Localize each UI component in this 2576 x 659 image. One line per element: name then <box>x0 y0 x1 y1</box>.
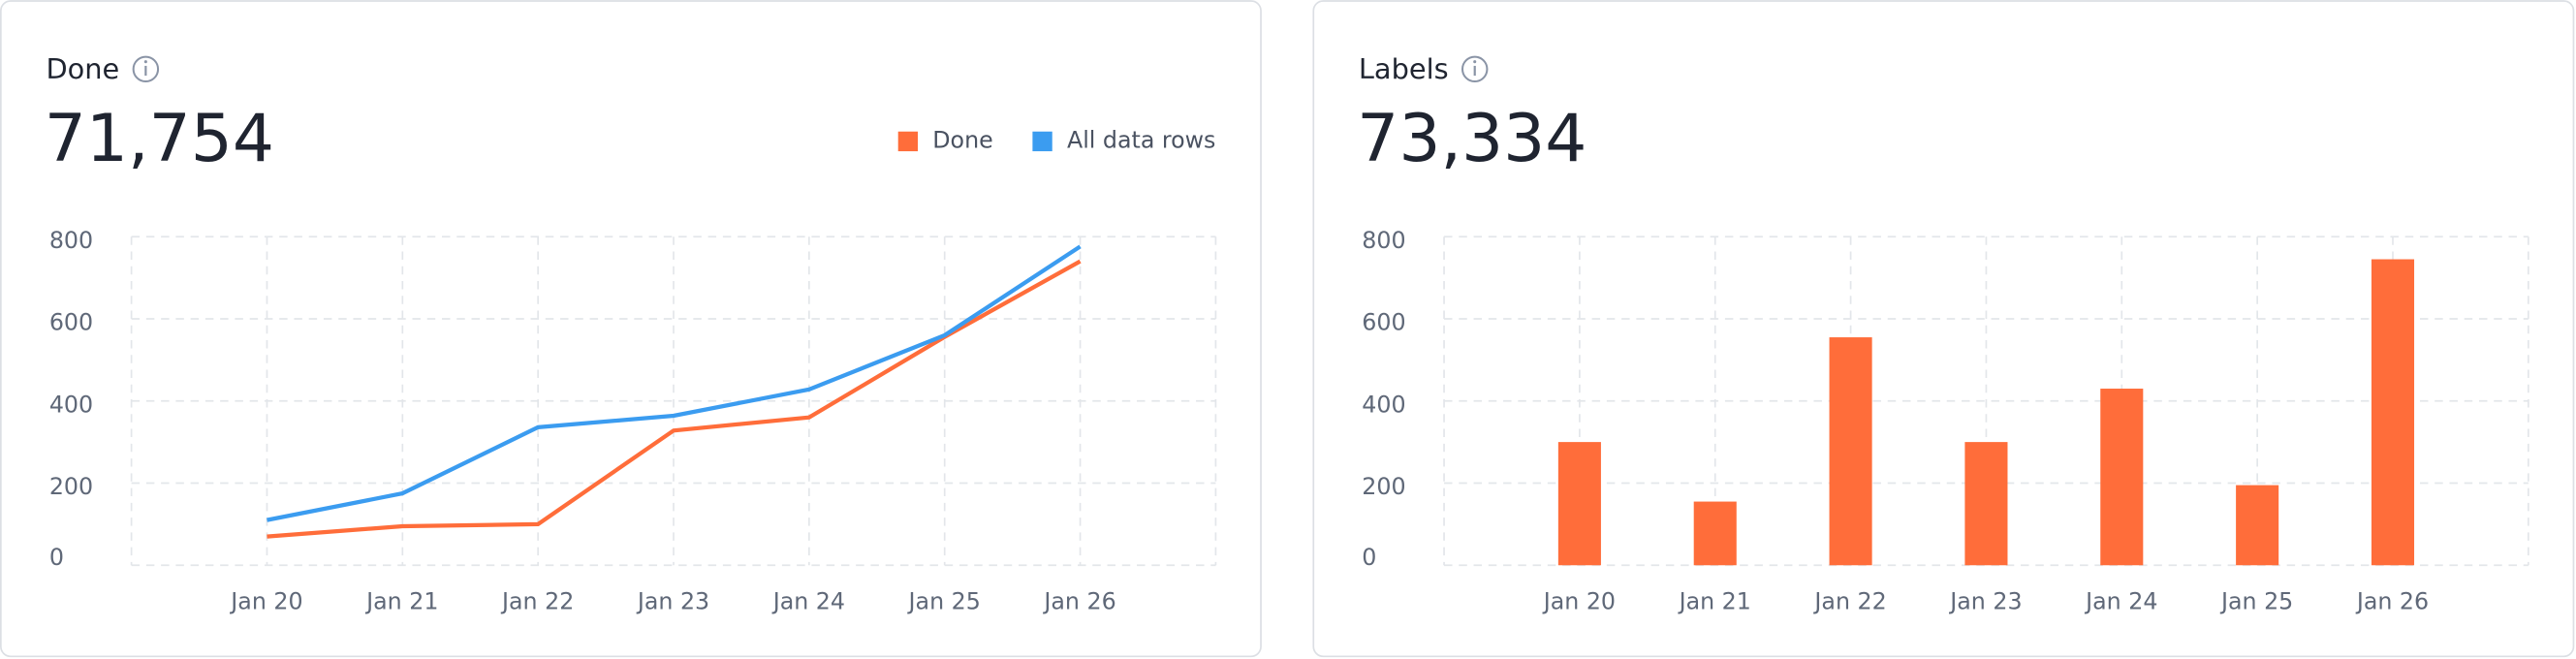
y-tick-label: 0 <box>49 544 64 571</box>
total-value: 73,334 <box>1357 100 1586 176</box>
legend-swatch <box>1032 131 1052 152</box>
x-tick-label: Jan 25 <box>2219 588 2293 615</box>
x-tick-label: Jan 23 <box>1948 588 2022 615</box>
card-title: Done <box>46 52 119 85</box>
x-tick-label: Jan 21 <box>364 588 438 615</box>
x-tick-label: Jan 22 <box>1812 588 1886 615</box>
x-tick-label: Jan 25 <box>907 588 981 615</box>
bar <box>1964 442 2008 566</box>
series-line <box>267 244 1082 522</box>
x-tick-label: Jan 21 <box>1678 588 1751 615</box>
x-tick-label: Jan 23 <box>636 588 709 615</box>
bar <box>1829 337 1872 566</box>
info-icon-dot <box>143 60 147 64</box>
x-tick-label: Jan 26 <box>1042 588 1115 615</box>
legend-label: Done <box>932 126 992 153</box>
y-tick-label: 800 <box>1362 227 1405 254</box>
bar <box>1693 501 1737 566</box>
y-tick-label: 200 <box>1362 473 1405 500</box>
x-tick-label: Jan 22 <box>500 588 574 615</box>
info-icon <box>132 55 160 83</box>
legend-label: All data rows <box>1067 126 1215 153</box>
y-tick-label: 600 <box>49 309 93 336</box>
x-tick-label: Jan 24 <box>2084 588 2157 615</box>
x-tick-label: Jan 24 <box>771 588 845 615</box>
x-tick-label: Jan 26 <box>2355 588 2429 615</box>
legend-swatch <box>897 131 919 152</box>
x-tick-label: Jan 20 <box>229 588 302 615</box>
total-value: 71,754 <box>45 100 274 176</box>
info-icon <box>1461 55 1489 83</box>
y-tick-label: 0 <box>1362 544 1376 571</box>
bar <box>2100 389 2144 566</box>
card-title: Labels <box>1359 52 1449 85</box>
y-tick-label: 600 <box>1362 309 1405 336</box>
bar <box>2236 485 2279 566</box>
y-tick-label: 400 <box>49 391 93 418</box>
info-icon-dot <box>1473 60 1477 64</box>
card <box>0 0 1262 658</box>
bar <box>1557 442 1601 566</box>
y-tick-label: 400 <box>1362 391 1405 418</box>
y-tick-label: 200 <box>49 473 93 500</box>
y-tick-label: 800 <box>49 227 93 254</box>
bar <box>2371 259 2415 566</box>
x-tick-label: Jan 20 <box>1542 588 1616 615</box>
